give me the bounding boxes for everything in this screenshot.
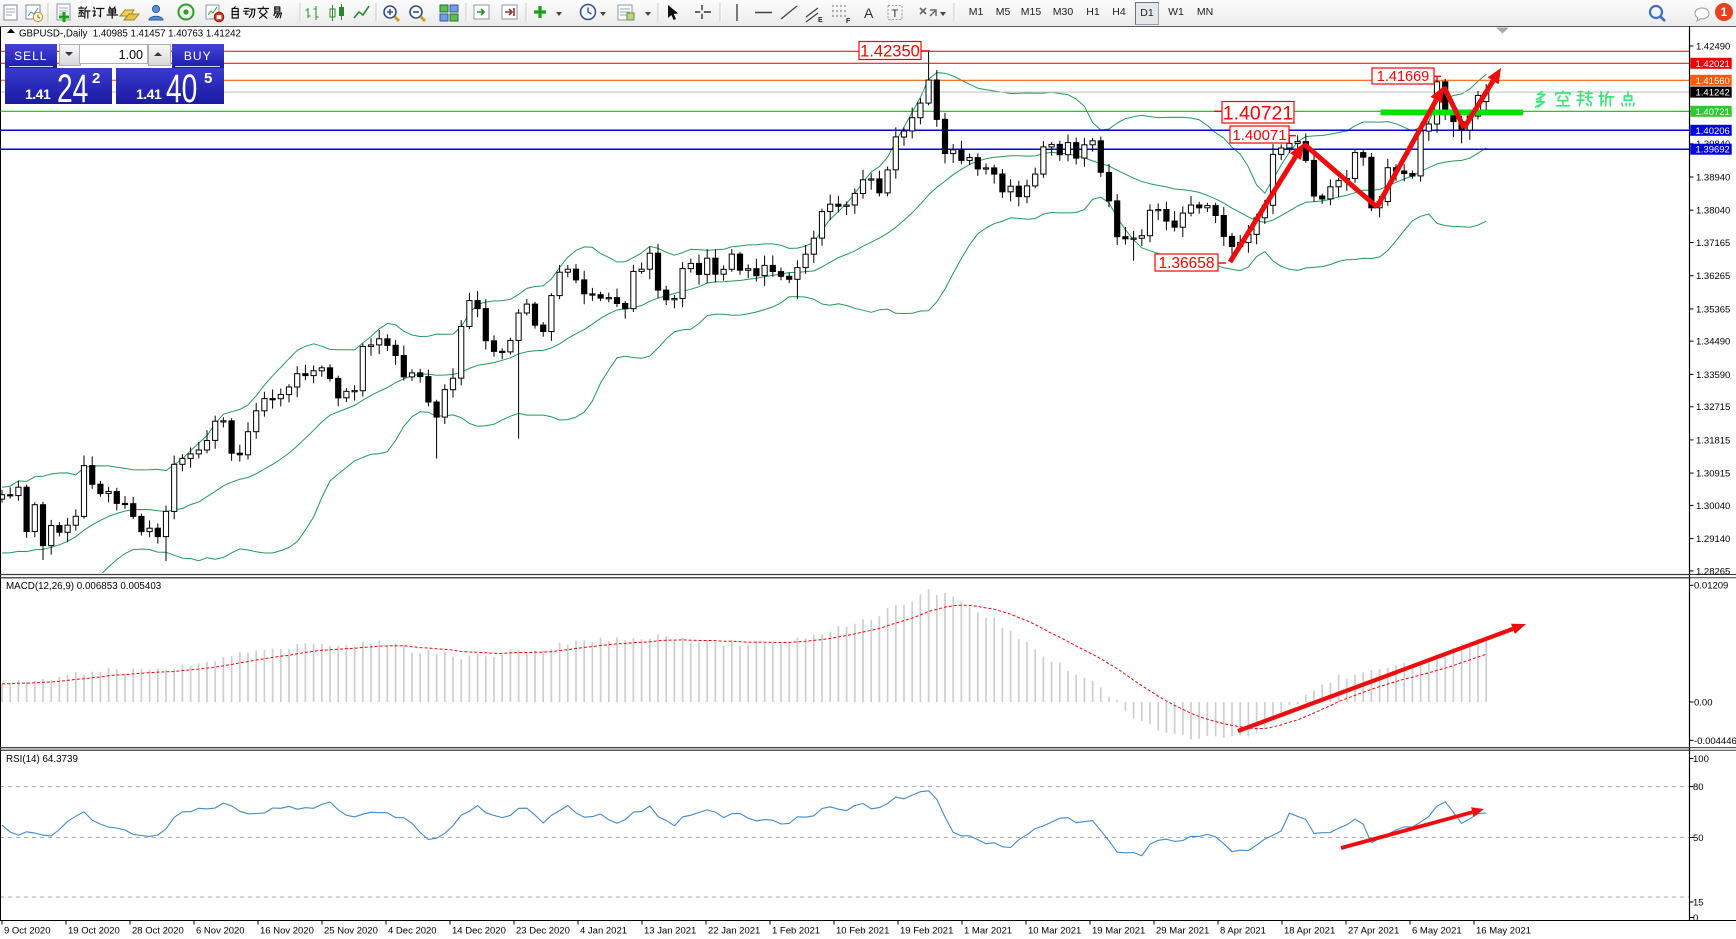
svg-text:1: 1 [1721, 5, 1728, 19]
svg-text:9 Oct 2020: 9 Oct 2020 [4, 926, 50, 937]
svg-text:6 May 2021: 6 May 2021 [1412, 926, 1462, 937]
svg-text:1.40721: 1.40721 [1223, 102, 1294, 124]
svg-text:1.40206: 1.40206 [1696, 126, 1730, 137]
svg-text:10 Feb 2021: 10 Feb 2021 [836, 926, 889, 937]
svg-text:1.28265: 1.28265 [1696, 566, 1730, 577]
svg-text:23 Dec 2020: 23 Dec 2020 [516, 926, 570, 937]
svg-text:1.36658: 1.36658 [1158, 255, 1214, 272]
svg-text:1.29140: 1.29140 [1696, 534, 1730, 545]
svg-text:1.42350: 1.42350 [860, 42, 920, 60]
svg-text:1.30915: 1.30915 [1696, 469, 1730, 480]
svg-text:1.34490: 1.34490 [1696, 337, 1730, 348]
svg-text:1.42021: 1.42021 [1696, 59, 1730, 70]
svg-text:14 Dec 2020: 14 Dec 2020 [452, 926, 506, 937]
svg-text:16 May 2021: 16 May 2021 [1476, 926, 1531, 937]
svg-text:28 Oct 2020: 28 Oct 2020 [132, 926, 184, 937]
svg-text:F: F [846, 18, 851, 25]
svg-text:E: E [818, 17, 823, 24]
svg-text:1.41560: 1.41560 [1696, 76, 1730, 87]
svg-text:1 Feb 2021: 1 Feb 2021 [772, 926, 820, 937]
svg-text:MACD(12,26,9) 0.006853 0.00540: MACD(12,26,9) 0.006853 0.005403 [6, 581, 162, 592]
svg-text:80: 80 [1693, 782, 1704, 793]
svg-text:6 Nov 2020: 6 Nov 2020 [196, 926, 245, 937]
svg-text:50: 50 [1693, 833, 1704, 844]
svg-text:19 Mar 2021: 19 Mar 2021 [1092, 926, 1145, 937]
svg-text:0: 0 [1693, 913, 1698, 924]
svg-text:8 Apr 2021: 8 Apr 2021 [1220, 926, 1266, 937]
svg-text:1.39692: 1.39692 [1696, 145, 1730, 156]
svg-text:100: 100 [1693, 754, 1709, 765]
svg-text:0.00: 0.00 [1694, 697, 1713, 708]
svg-text:1.41242: 1.41242 [1696, 88, 1730, 99]
svg-text:16 Nov 2020: 16 Nov 2020 [260, 926, 314, 937]
svg-text:1.37165: 1.37165 [1696, 238, 1730, 249]
svg-text:4 Jan 2021: 4 Jan 2021 [580, 926, 627, 937]
svg-text:1.40721: 1.40721 [1696, 107, 1730, 118]
svg-text:1.38940: 1.38940 [1696, 172, 1730, 183]
svg-text:1.31815: 1.31815 [1696, 435, 1730, 446]
svg-text:1.40071: 1.40071 [1232, 127, 1286, 144]
svg-text:1.35365: 1.35365 [1696, 304, 1730, 315]
svg-text:1.41669: 1.41669 [1377, 69, 1429, 85]
svg-text:22 Jan 2021: 22 Jan 2021 [708, 926, 760, 937]
svg-text:1.32715: 1.32715 [1696, 402, 1730, 413]
svg-text:18 Apr 2021: 18 Apr 2021 [1284, 926, 1335, 937]
svg-text:1.30040: 1.30040 [1696, 501, 1730, 512]
svg-text:1.36265: 1.36265 [1696, 271, 1730, 282]
svg-text:1.38040: 1.38040 [1696, 206, 1730, 217]
svg-text:4 Dec 2020: 4 Dec 2020 [388, 926, 437, 937]
svg-text:T: T [892, 8, 899, 20]
svg-text:-0.004446: -0.004446 [1694, 736, 1736, 747]
svg-text:19 Feb 2021: 19 Feb 2021 [900, 926, 953, 937]
svg-text:25 Nov 2020: 25 Nov 2020 [324, 926, 378, 937]
svg-text:A: A [864, 5, 874, 21]
svg-text:10 Mar 2021: 10 Mar 2021 [1028, 926, 1081, 937]
svg-text:15: 15 [1693, 897, 1704, 908]
svg-text:27 Apr 2021: 27 Apr 2021 [1348, 926, 1399, 937]
svg-text:0.01209: 0.01209 [1694, 581, 1728, 592]
svg-text:1.42490: 1.42490 [1696, 41, 1730, 52]
svg-text:1 Mar 2021: 1 Mar 2021 [964, 926, 1012, 937]
svg-text:13 Jan 2021: 13 Jan 2021 [644, 926, 696, 937]
svg-text:19 Oct 2020: 19 Oct 2020 [68, 926, 120, 937]
svg-text:29 Mar 2021: 29 Mar 2021 [1156, 926, 1209, 937]
svg-text:RSI(14) 64.3739: RSI(14) 64.3739 [6, 754, 78, 765]
svg-text:GBPUSD-,Daily 1.40985 1.41457: GBPUSD-,Daily 1.40985 1.41457 1.40763 1.… [19, 28, 241, 39]
svg-text:1.33590: 1.33590 [1696, 370, 1730, 381]
